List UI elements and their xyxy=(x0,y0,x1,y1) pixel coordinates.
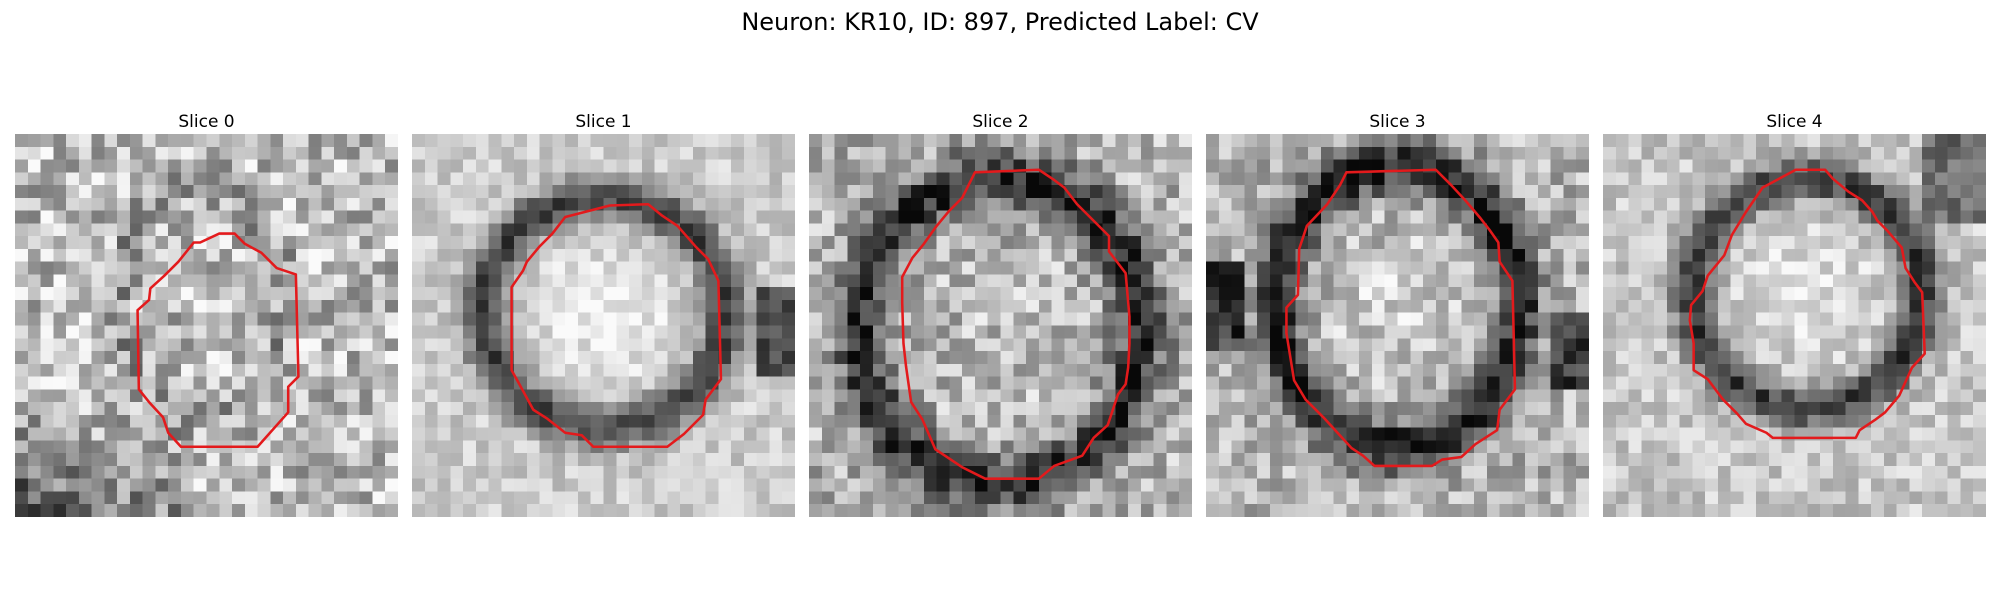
figure-title: Neuron: KR10, ID: 897, Predicted Label: … xyxy=(741,8,1259,36)
slice-image-4 xyxy=(1603,134,1986,517)
slice-image-3 xyxy=(1206,134,1589,517)
roi-outline-2 xyxy=(900,168,1131,480)
slice-panel-4: Slice 4 xyxy=(1603,110,1986,517)
slice-panel-0: Slice 0 xyxy=(15,110,398,517)
slice-title-2: Slice 2 xyxy=(972,112,1029,132)
slice-svg-1 xyxy=(412,134,795,517)
slice-title-1: Slice 1 xyxy=(575,112,632,132)
slice-image-0 xyxy=(15,134,398,517)
roi-outline-1 xyxy=(510,202,723,449)
slice-svg-2 xyxy=(809,134,1192,517)
slice-title-4: Slice 4 xyxy=(1766,112,1823,132)
slice-svg-0 xyxy=(15,134,398,517)
slice-image-2 xyxy=(809,134,1192,517)
slice-svg-4 xyxy=(1603,134,1986,517)
slice-panel-1: Slice 1 xyxy=(412,110,795,517)
slice-image-1 xyxy=(412,134,795,517)
slice-panel-3: Slice 3 xyxy=(1206,110,1589,517)
slice-title-0: Slice 0 xyxy=(178,112,235,132)
slice-panel-2: Slice 2 xyxy=(809,110,1192,517)
roi-outline-4 xyxy=(1688,168,1926,440)
slice-svg-3 xyxy=(1206,134,1589,517)
roi-outline-0 xyxy=(136,232,300,449)
roi-outline-3 xyxy=(1285,168,1517,468)
slice-title-3: Slice 3 xyxy=(1369,112,1426,132)
